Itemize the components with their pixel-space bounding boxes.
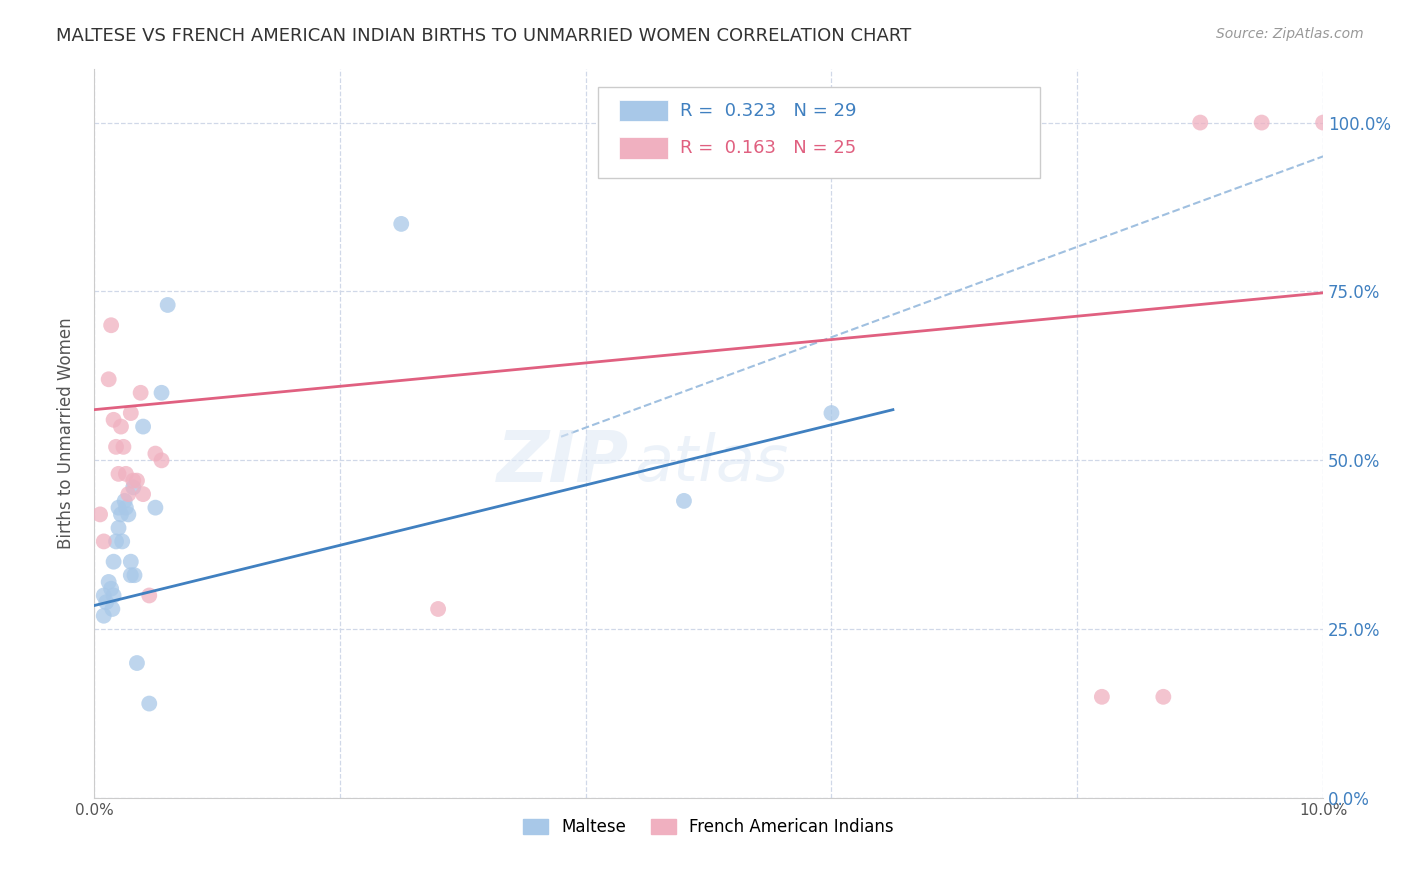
Point [107,521,129,535]
Point [132,487,155,501]
Point [150,453,173,467]
Point [427,602,450,616]
Point [150,385,173,400]
Point [132,419,155,434]
Point [1250,115,1272,129]
Point [103,413,125,427]
Point [138,589,160,603]
Point [672,494,695,508]
Point [117,508,139,522]
Text: R =  0.323   N = 29: R = 0.323 N = 29 [681,102,856,120]
Point [125,656,148,670]
Bar [619,137,668,159]
Text: atlas: atlas [634,432,789,493]
Bar [619,100,668,121]
Point [110,419,132,434]
Point [114,494,136,508]
Point [145,447,167,461]
Point [107,467,129,481]
Point [115,467,138,481]
Point [89,508,111,522]
Point [122,474,145,488]
Point [100,582,122,596]
Point [105,534,128,549]
Point [1189,115,1212,129]
Point [115,500,138,515]
Text: R =  0.163   N = 25: R = 0.163 N = 25 [681,139,856,157]
Point [96,595,118,609]
Point [1312,115,1334,129]
Y-axis label: Births to Unmarried Women: Births to Unmarried Women [58,318,75,549]
Point [97,372,120,386]
Point [820,406,842,420]
Point [145,500,167,515]
Point [107,500,129,515]
Text: Source: ZipAtlas.com: Source: ZipAtlas.com [1216,27,1364,41]
Point [93,534,115,549]
Text: MALTESE VS FRENCH AMERICAN INDIAN BIRTHS TO UNMARRIED WOMEN CORRELATION CHART: MALTESE VS FRENCH AMERICAN INDIAN BIRTHS… [56,27,911,45]
Point [125,474,148,488]
Point [124,568,146,582]
Point [1091,690,1114,704]
Point [103,555,125,569]
Point [117,487,139,501]
Point [122,480,145,494]
Point [103,589,125,603]
Point [120,406,142,420]
Point [1152,690,1174,704]
Point [120,555,142,569]
Point [110,508,132,522]
Point [105,440,128,454]
Point [93,608,115,623]
Point [93,589,115,603]
Point [112,440,135,454]
FancyBboxPatch shape [598,87,1040,178]
Point [111,534,134,549]
Point [120,568,142,582]
Point [156,298,179,312]
Point [100,318,122,333]
Point [389,217,412,231]
Text: ZIP: ZIP [496,428,628,497]
Point [129,385,152,400]
Point [101,602,124,616]
Point [138,697,160,711]
Legend: Maltese, French American Indians: Maltese, French American Indians [515,810,903,845]
Point [97,574,120,589]
